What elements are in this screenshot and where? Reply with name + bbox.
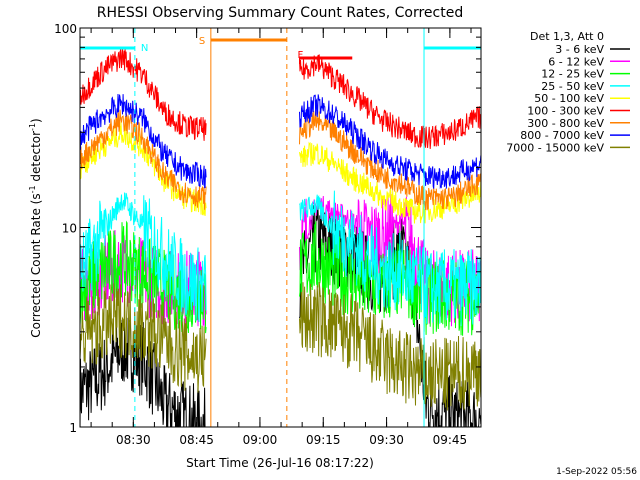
legend-title: Det 1,3, Att 0 <box>530 30 604 43</box>
y-tick-label: 100 <box>54 22 77 36</box>
legend-label-7000-15000-kev: 7000 - 15000 keV <box>506 141 604 154</box>
series-line-25-50-kev-1 <box>299 190 481 327</box>
series-line-100-300-kev-1 <box>299 54 481 149</box>
flag-label-f: F <box>297 50 303 61</box>
timestamp: 1-Sep-2022 05:56 <box>556 467 637 477</box>
x-tick-label: 09:30 <box>369 433 404 447</box>
x-tick-label: 09:45 <box>433 433 468 447</box>
series-line-7000-15000-kev-0 <box>80 283 207 393</box>
series-group <box>80 47 481 427</box>
legend-label-3-6-kev: 3 - 6 keV <box>555 43 604 56</box>
x-tick-label: 09:15 <box>306 433 341 447</box>
y-tick-label: 10 <box>62 222 77 236</box>
series-line-25-50-kev-0 <box>80 192 207 323</box>
x-tick-label: 09:00 <box>243 433 278 447</box>
legend-label-12-25-kev: 12 - 25 keV <box>541 68 604 81</box>
plot-area: N S F 100 10 1 08:30 08:45 09:00 09:15 09:30 09:45 <box>54 22 482 447</box>
series-line-100-300-kev-0 <box>80 47 207 141</box>
legend-label-800-7000-kev: 800 - 7000 keV <box>520 129 604 142</box>
x-axis-label: Start Time (26-Jul-16 08:17:22) <box>186 456 374 470</box>
flag-label-n: N <box>141 43 148 54</box>
legend-label-6-12-kev: 6 - 12 keV <box>548 55 604 68</box>
legend-label-100-300-kev: 100 - 300 keV <box>527 105 604 118</box>
series-line-50-100-kev-1 <box>299 141 481 224</box>
legend-label-300-800-kev: 300 - 800 keV <box>527 117 604 130</box>
series-line-800-7000-kev-0 <box>80 93 207 189</box>
y-axis-label: Corrected Count Rate (s-1 detector-1) <box>28 118 43 337</box>
chart-title: RHESSI Observing Summary Count Rates, Co… <box>97 5 463 21</box>
y-tick-label: 1 <box>69 421 77 435</box>
legend-label-50-100-kev: 50 - 100 keV <box>534 92 604 105</box>
series-line-800-7000-kev-1 <box>299 94 481 190</box>
x-tick-label: 08:30 <box>116 433 151 447</box>
x-tick-label: 08:45 <box>179 433 214 447</box>
series-line-7000-15000-kev-1 <box>299 282 481 411</box>
flag-label-s: S <box>199 36 205 47</box>
series-line-3-6-kev-0 <box>80 310 206 427</box>
series-line-300-800-kev-0 <box>80 109 207 210</box>
legend-label-25-50-kev: 25 - 50 keV <box>541 80 604 93</box>
